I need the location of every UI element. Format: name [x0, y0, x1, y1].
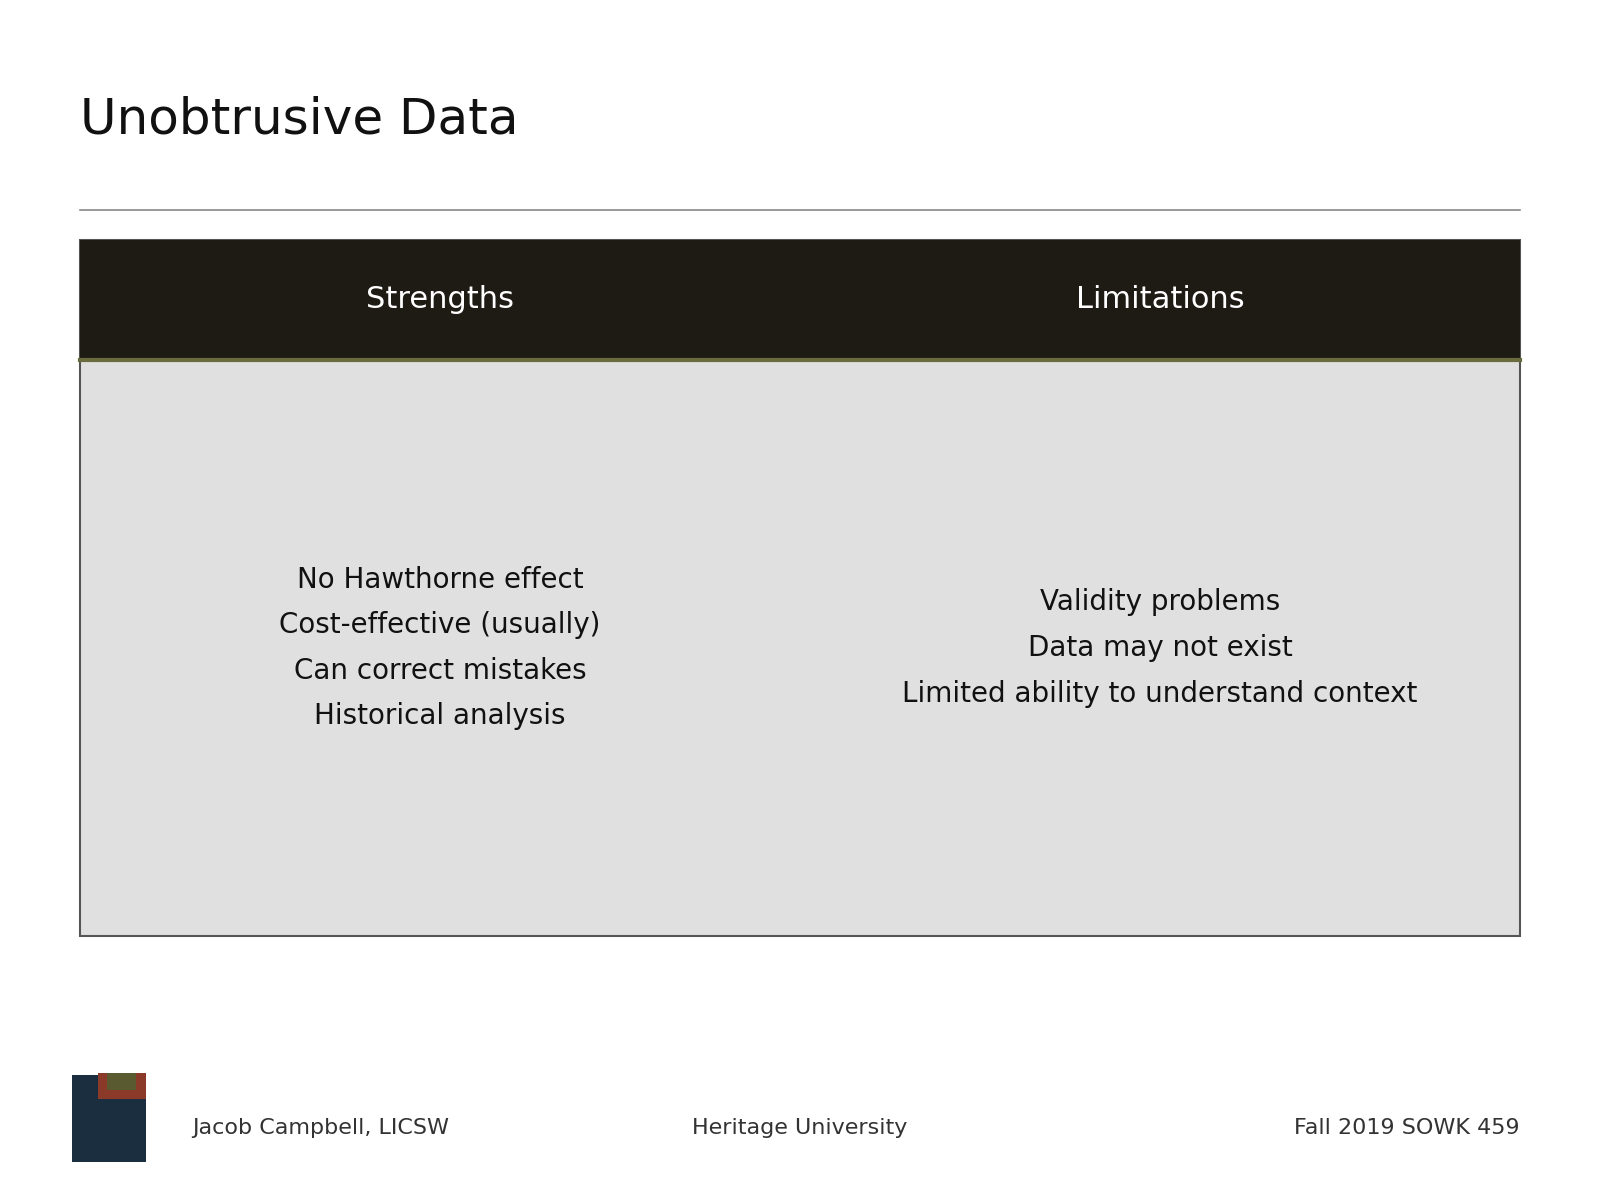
- Text: Unobtrusive Data: Unobtrusive Data: [80, 96, 518, 144]
- Text: Jacob Campbell, LICSW: Jacob Campbell, LICSW: [192, 1118, 450, 1138]
- FancyBboxPatch shape: [80, 240, 1520, 360]
- Text: Heritage University: Heritage University: [693, 1118, 907, 1138]
- Text: No Hawthorne effect
Cost-effective (usually)
Can correct mistakes
Historical ana: No Hawthorne effect Cost-effective (usua…: [280, 565, 600, 731]
- Text: Fall 2019 SOWK 459: Fall 2019 SOWK 459: [1294, 1118, 1520, 1138]
- Text: Limitations: Limitations: [1075, 286, 1245, 314]
- Text: Validity problems
Data may not exist
Limited ability to understand context: Validity problems Data may not exist Lim…: [902, 588, 1418, 708]
- FancyBboxPatch shape: [107, 1073, 136, 1090]
- Text: Strengths: Strengths: [366, 286, 514, 314]
- FancyBboxPatch shape: [80, 240, 1520, 936]
- FancyBboxPatch shape: [98, 1073, 146, 1099]
- FancyBboxPatch shape: [72, 1075, 146, 1162]
